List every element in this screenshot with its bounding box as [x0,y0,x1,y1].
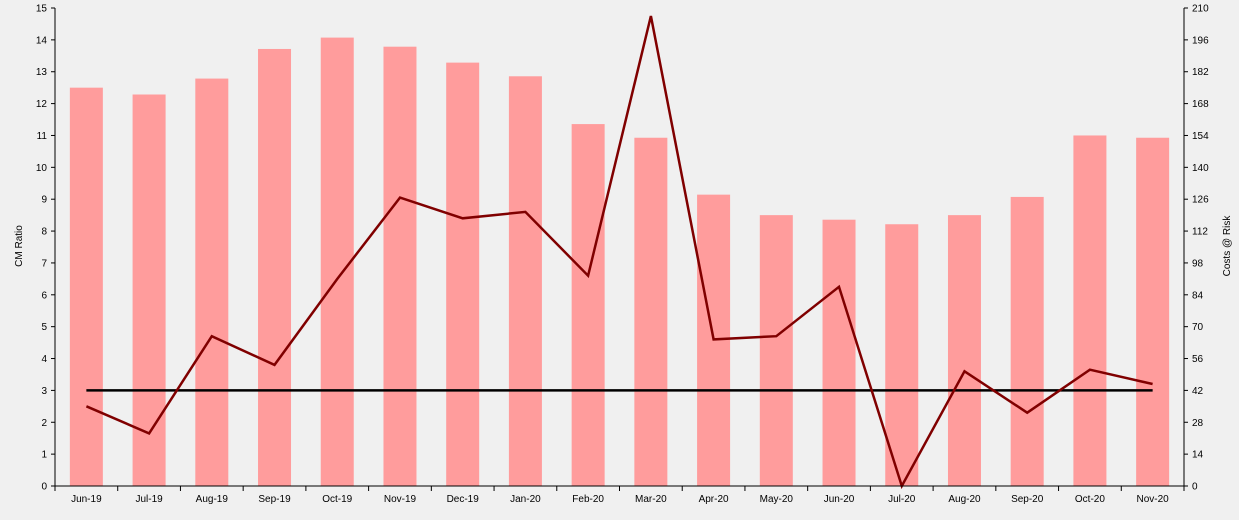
left-tick-label: 1 [41,450,47,461]
line-layer [86,16,1152,486]
right-axis-label: Costs @ Risk [1222,215,1233,277]
left-tick-label: 9 [41,195,47,206]
right-tick-label: 168 [1192,99,1209,110]
right-tick-label: 84 [1192,290,1204,301]
bar-Sep-19 [258,49,291,486]
x-tick-label: Apr-20 [699,494,729,505]
bar-Sep-20 [1011,197,1044,486]
bar-Jun-19 [70,88,103,486]
x-tick-label: Nov-19 [384,494,417,505]
bar-Feb-20 [572,124,605,486]
bar-Nov-20 [1136,138,1169,486]
cm-ratio-line [86,16,1152,486]
x-tick-label: Oct-20 [1075,494,1105,505]
bar-Nov-19 [383,47,416,486]
right-tick-label: 210 [1192,4,1209,15]
right-tick-label: 182 [1192,67,1209,78]
x-tick-label: May-20 [760,494,794,505]
bars-layer [70,38,1169,486]
right-tick-label: 42 [1192,386,1204,397]
right-tick-label: 56 [1192,354,1204,365]
right-tick-label: 126 [1192,195,1209,206]
bar-Dec-19 [446,63,479,486]
bar-Mar-20 [634,138,667,486]
x-tick-label: Jan-20 [510,494,541,505]
x-tick-label: Oct-19 [322,494,352,505]
left-tick-label: 13 [36,67,48,78]
bar-Aug-19 [195,79,228,486]
left-tick-label: 12 [36,99,48,110]
x-tick-label: Jun-20 [824,494,855,505]
x-tick-label: Sep-19 [258,494,291,505]
left-tick-label: 3 [41,386,47,397]
bar-Oct-19 [321,38,354,486]
left-tick-label: 15 [36,4,48,15]
left-tick-label: 0 [41,482,47,493]
left-tick-label: 2 [41,418,47,429]
x-tick-label: Aug-20 [948,494,981,505]
left-tick-label: 5 [41,322,47,333]
bar-Jan-20 [509,76,542,486]
right-tick-label: 98 [1192,258,1204,269]
right-tick-label: 154 [1192,131,1209,142]
left-tick-label: 6 [41,290,47,301]
left-tick-label: 11 [37,131,48,142]
x-tick-label: Aug-19 [196,494,229,505]
x-tick-label: Mar-20 [635,494,667,505]
bar-Aug-20 [948,215,981,486]
left-tick-label: 10 [36,163,48,174]
left-tick-label: 4 [41,354,47,365]
right-tick-label: 14 [1192,450,1204,461]
x-tick-label: Feb-20 [572,494,604,505]
x-tick-label: Jul-20 [888,494,916,505]
left-axis-label: CM Ratio [14,225,25,267]
right-tick-label: 0 [1192,482,1198,493]
bar-Jun-20 [823,220,856,486]
right-tick-label: 112 [1192,227,1208,238]
right-tick-label: 140 [1192,163,1209,174]
right-tick-label: 28 [1192,418,1204,429]
x-tick-label: Jun-19 [71,494,102,505]
bar-Oct-20 [1073,135,1106,486]
right-tick-label: 70 [1192,322,1204,333]
x-tick-label: Dec-19 [447,494,480,505]
left-tick-label: 7 [41,258,47,269]
x-tick-label: Sep-20 [1011,494,1044,505]
bar-May-20 [760,215,793,486]
x-tick-label: Jul-19 [135,494,163,505]
right-tick-label: 196 [1192,35,1209,46]
left-tick-label: 14 [36,35,48,46]
x-tick-label: Nov-20 [1137,494,1170,505]
left-tick-label: 8 [41,227,47,238]
